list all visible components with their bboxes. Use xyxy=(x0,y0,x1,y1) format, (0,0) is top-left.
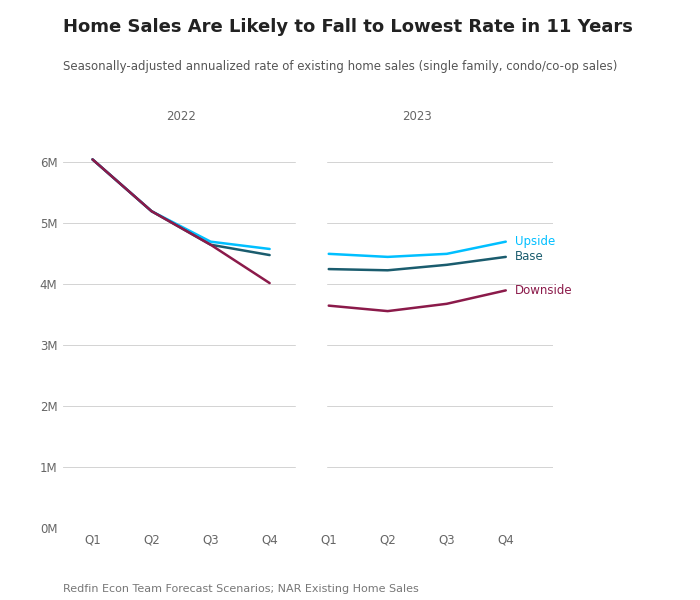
Text: Base: Base xyxy=(514,250,543,263)
Text: Upside: Upside xyxy=(514,235,555,248)
Text: Home Sales Are Likely to Fall to Lowest Rate in 11 Years: Home Sales Are Likely to Fall to Lowest … xyxy=(63,18,633,36)
Text: 2022: 2022 xyxy=(166,110,196,123)
Text: Redfin Econ Team Forecast Scenarios; NAR Existing Home Sales: Redfin Econ Team Forecast Scenarios; NAR… xyxy=(63,584,419,594)
Bar xyxy=(296,132,326,528)
Text: 2023: 2023 xyxy=(402,110,432,123)
Text: Seasonally-adjusted annualized rate of existing home sales (single family, condo: Seasonally-adjusted annualized rate of e… xyxy=(63,60,617,73)
Text: Downside: Downside xyxy=(514,284,573,297)
